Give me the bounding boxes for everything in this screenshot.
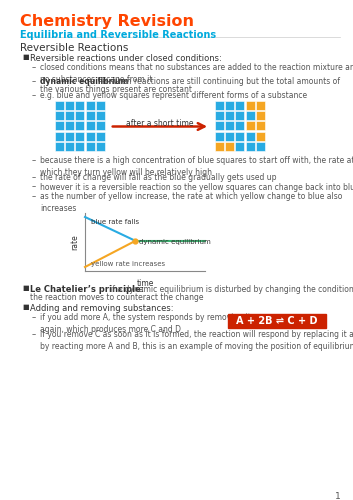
Text: the reaction moves to counteract the change: the reaction moves to counteract the cha… <box>30 293 203 302</box>
Text: –: – <box>32 156 36 165</box>
Bar <box>215 101 224 110</box>
Bar <box>215 142 224 151</box>
Text: Reversible Reactions: Reversible Reactions <box>20 43 128 53</box>
Bar <box>256 132 265 140</box>
Bar <box>96 132 105 140</box>
Text: Equilibria and Reversible Reactions: Equilibria and Reversible Reactions <box>20 30 216 40</box>
Text: as the number of yellow increase, the rate at which yellow change to blue also
i: as the number of yellow increase, the ra… <box>40 192 342 213</box>
Text: Adding and removing substances:: Adding and removing substances: <box>30 304 174 313</box>
Bar <box>55 142 64 151</box>
Bar <box>215 111 224 120</box>
Text: 1: 1 <box>335 492 341 500</box>
Bar <box>85 111 95 120</box>
Bar <box>65 132 74 140</box>
Text: –: – <box>32 91 36 100</box>
Bar <box>76 142 84 151</box>
Text: –: – <box>32 77 36 86</box>
Bar <box>76 132 84 140</box>
Bar <box>55 122 64 130</box>
Bar <box>76 111 84 120</box>
Bar <box>235 122 244 130</box>
Text: dynamic equilibrium: dynamic equilibrium <box>40 77 128 86</box>
Text: ■: ■ <box>22 54 29 60</box>
Bar <box>55 111 64 120</box>
Bar <box>76 122 84 130</box>
Text: after a short time: after a short time <box>126 120 194 128</box>
Bar <box>55 132 64 140</box>
Text: the various things present are constant: the various things present are constant <box>40 84 192 94</box>
Text: ■: ■ <box>22 285 29 291</box>
Text: yellow rate increases: yellow rate increases <box>91 261 165 267</box>
Bar <box>246 142 255 151</box>
Bar <box>85 132 95 140</box>
Bar <box>76 101 84 110</box>
Bar <box>96 142 105 151</box>
Bar <box>55 101 64 110</box>
Text: –: – <box>32 313 36 322</box>
Bar <box>246 111 255 120</box>
Bar <box>235 111 244 120</box>
Text: Reversible reactions under closed conditions:: Reversible reactions under closed condit… <box>30 54 222 63</box>
Text: if you remove C as soon as it is formed, the reaction will respond by replacing : if you remove C as soon as it is formed,… <box>40 330 353 351</box>
Bar <box>215 122 224 130</box>
Text: if you add more A, the system responds by removing it
again, which produces more: if you add more A, the system responds b… <box>40 313 251 334</box>
Bar <box>96 111 105 120</box>
Bar <box>225 122 234 130</box>
Bar <box>215 132 224 140</box>
Bar <box>235 132 244 140</box>
Text: because there is a high concentration of blue squares to start off with, the rat: because there is a high concentration of… <box>40 156 353 177</box>
Bar <box>256 111 265 120</box>
Bar <box>85 101 95 110</box>
Text: Le Chatelier’s principle:: Le Chatelier’s principle: <box>30 285 144 294</box>
Bar <box>65 122 74 130</box>
Bar <box>225 101 234 110</box>
Bar <box>246 132 255 140</box>
Text: time: time <box>136 279 154 288</box>
Text: –: – <box>32 173 36 182</box>
Text: is when reactions are still continuing but the total amounts of: is when reactions are still continuing b… <box>100 77 340 86</box>
Bar <box>256 122 265 130</box>
Text: –: – <box>32 330 36 339</box>
Bar <box>256 101 265 110</box>
Bar <box>85 142 95 151</box>
Bar <box>85 122 95 130</box>
Bar <box>228 314 326 328</box>
Bar <box>256 142 265 151</box>
Bar <box>235 142 244 151</box>
Bar <box>96 101 105 110</box>
Bar <box>246 122 255 130</box>
Bar <box>65 101 74 110</box>
Text: blue rate falls: blue rate falls <box>91 219 139 225</box>
Text: rate: rate <box>71 234 79 250</box>
Bar <box>65 111 74 120</box>
Text: –: – <box>32 63 36 72</box>
Text: closed conditions means that no substances are added to the reaction mixture and: closed conditions means that no substanc… <box>40 63 353 84</box>
Text: –: – <box>32 182 36 192</box>
Bar <box>225 132 234 140</box>
Text: ■: ■ <box>22 304 29 310</box>
Text: however it is a reversible reaction so the yellow squares can change back into b: however it is a reversible reaction so t… <box>40 182 353 192</box>
Bar <box>65 142 74 151</box>
Bar <box>225 111 234 120</box>
Text: –: – <box>32 192 36 201</box>
Text: e.g. blue and yellow squares represent different forms of a substance: e.g. blue and yellow squares represent d… <box>40 91 307 100</box>
Bar <box>235 101 244 110</box>
Text: dynamic equilibrium: dynamic equilibrium <box>139 239 211 245</box>
Bar <box>225 142 234 151</box>
Bar <box>246 101 255 110</box>
Text: A + 2B ⇌ C + D: A + 2B ⇌ C + D <box>236 316 318 326</box>
Text: Chemistry Revision: Chemistry Revision <box>20 14 194 29</box>
Text: the rate of change will fall as the blue gradually gets used up: the rate of change will fall as the blue… <box>40 173 276 182</box>
Bar <box>96 122 105 130</box>
Text: if a dynamic equilibrium is disturbed by changing the conditions,: if a dynamic equilibrium is disturbed by… <box>110 285 353 294</box>
